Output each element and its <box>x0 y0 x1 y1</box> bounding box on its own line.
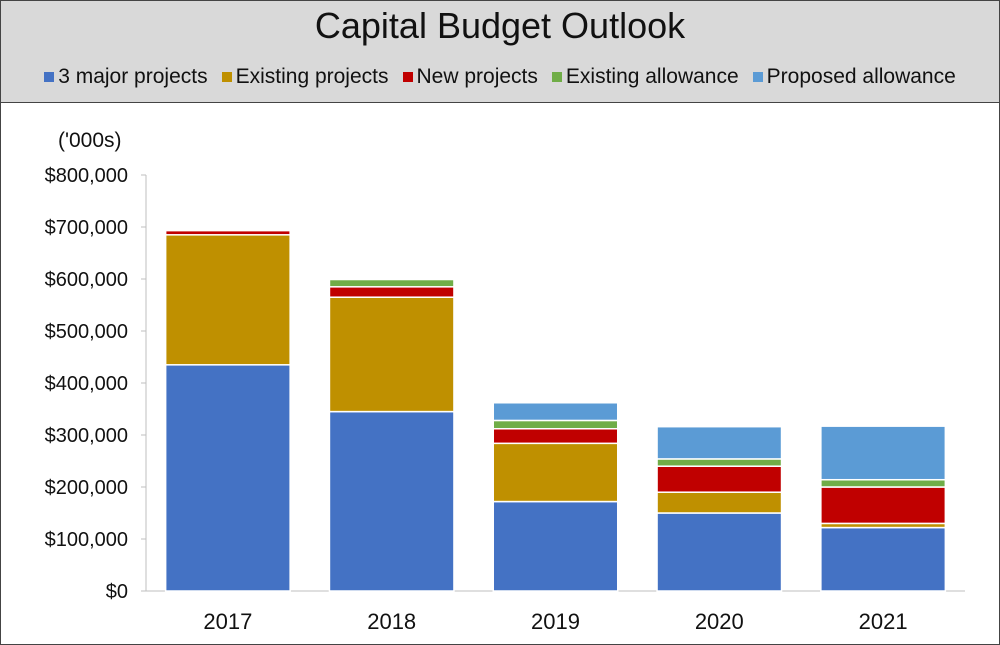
legend-swatch <box>551 72 562 82</box>
bar-segment <box>164 229 291 236</box>
chart-title: Capital Budget Outlook <box>314 5 686 46</box>
legend-swatch <box>402 72 413 82</box>
legend-item: 3 major projects <box>44 65 208 89</box>
bar-segment <box>820 478 947 488</box>
bar-segment <box>492 442 619 503</box>
legend-item: Proposed allowance <box>752 65 956 89</box>
y-axis-unit-label: ('000s) <box>58 129 122 152</box>
bar-segment <box>656 465 783 493</box>
bar-segment <box>492 402 619 422</box>
bar-segment <box>492 500 619 592</box>
bar-segment <box>656 458 783 467</box>
legend-swatch <box>221 72 232 82</box>
x-tick-label: 2018 <box>367 609 416 634</box>
legend-label: Existing allowance <box>565 65 739 88</box>
bar-segment <box>820 425 947 481</box>
legend-label: New projects <box>416 65 538 88</box>
bar-segment <box>820 526 947 592</box>
bar-segment <box>328 278 455 288</box>
legend-swatch <box>752 72 763 82</box>
chart-legend: 3 major projects Existing projects New pro… <box>1 65 999 89</box>
bar-segment <box>492 428 619 445</box>
y-tick-label: $300,000 <box>45 425 128 447</box>
legend-label: Proposed allowance <box>766 65 956 88</box>
y-tick-label: $800,000 <box>45 165 128 187</box>
bar-segment <box>656 491 783 514</box>
bar-segment <box>656 512 783 592</box>
y-tick-label: $600,000 <box>45 269 128 291</box>
legend-label: Existing projects <box>235 65 389 88</box>
legend-item: Existing projects <box>221 65 389 89</box>
bar-segment <box>492 419 619 430</box>
y-tick-label: $700,000 <box>45 217 128 239</box>
bar-segment <box>164 234 291 366</box>
y-tick-label: $400,000 <box>45 373 128 395</box>
bar-segment <box>656 425 783 460</box>
y-tick-label: $0 <box>106 581 128 603</box>
y-tick-label: $200,000 <box>45 477 128 499</box>
bar-segment <box>328 296 455 413</box>
y-tick-label: $500,000 <box>45 321 128 343</box>
x-tick-label: 2017 <box>203 609 252 634</box>
chart-header: Capital Budget Outlook 3 major projects E… <box>1 1 999 103</box>
bar-segment <box>820 486 947 525</box>
x-tick-label: 2019 <box>531 609 580 634</box>
legend-swatch <box>44 72 55 82</box>
x-tick-label: 2020 <box>695 609 744 634</box>
bar-segment <box>164 364 291 592</box>
x-tick-label: 2021 <box>859 609 908 634</box>
legend-label: 3 major projects <box>58 65 208 88</box>
y-tick-label: $100,000 <box>45 529 128 551</box>
legend-item: New projects <box>402 65 538 89</box>
legend-item: Existing allowance <box>551 65 739 89</box>
bar-segment <box>328 410 455 592</box>
bar-segment <box>328 286 455 298</box>
